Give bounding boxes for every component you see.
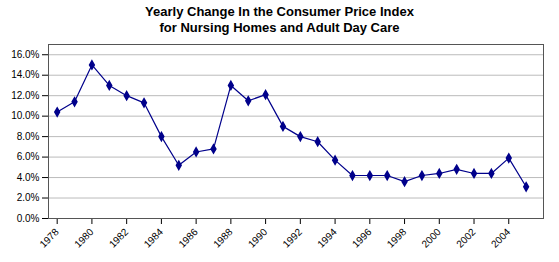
svg-text:16.0%: 16.0% [11,49,39,60]
svg-text:6.0%: 6.0% [17,151,40,162]
svg-text:14.0%: 14.0% [11,69,39,80]
svg-text:1998: 1998 [385,226,409,250]
svg-text:2000: 2000 [419,226,443,250]
svg-text:12.0%: 12.0% [11,90,39,101]
svg-text:2.0%: 2.0% [17,192,40,203]
svg-text:1978: 1978 [37,226,61,250]
svg-text:1984: 1984 [142,226,166,250]
svg-text:2002: 2002 [454,226,478,250]
svg-text:1992: 1992 [281,226,305,250]
svg-text:8.0%: 8.0% [17,131,40,142]
svg-text:1990: 1990 [246,226,270,250]
svg-text:4.0%: 4.0% [17,172,40,183]
svg-text:1986: 1986 [176,226,200,250]
svg-text:10.0%: 10.0% [11,110,39,121]
svg-text:1982: 1982 [107,226,131,250]
html-text:Yearly Change In the Consumer: Yearly Change In the Consumer Price Inde… [145,4,414,35]
svg-text:0.0%: 0.0% [17,213,40,224]
svg-text:1996: 1996 [350,226,374,250]
svg-text:2004: 2004 [489,226,513,250]
svg-text:1994: 1994 [315,226,339,250]
svg-text:1980: 1980 [72,226,96,250]
svg-text:1988: 1988 [211,226,235,250]
